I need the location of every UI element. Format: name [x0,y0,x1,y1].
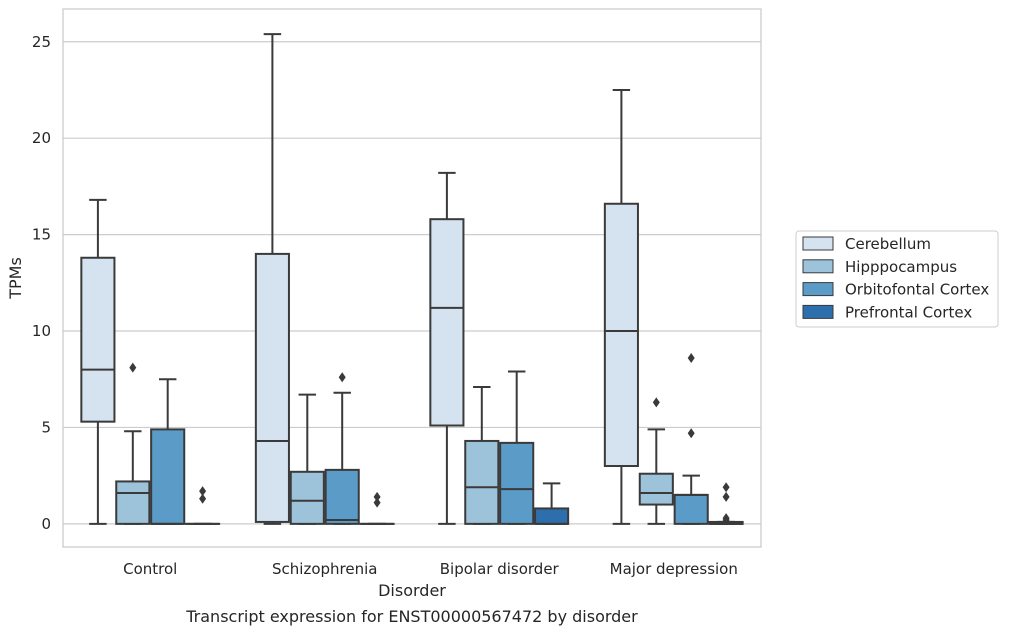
box-body [499,441,535,525]
box-1-0 [254,33,290,525]
outlier-point [652,397,660,408]
box-0-3 [185,486,221,525]
y-tick-label: 20 [32,129,51,147]
box-body [638,472,674,506]
box-0-0 [80,198,116,525]
box-1-3 [359,491,395,525]
box-body [673,493,709,525]
y-axis-ticks: 0 5 10 15 20 25 [32,33,51,533]
box-2-1 [464,385,500,525]
box-2-0 [429,171,465,525]
outlier-point [373,491,381,502]
y-tick-label: 15 [32,226,51,244]
outlier-point [129,362,137,373]
x-tick-label: Major depression [610,560,738,578]
box-2-2 [499,370,535,525]
legend: Cerebellum Hipppocampus Orbitofontal Corte… [795,230,999,328]
box-1-1 [289,393,325,525]
legend-label: Prefrontal Cortex [845,303,972,321]
outlier-point [687,428,695,439]
outlier-point [199,486,207,497]
legend-label: Hipppocampus [845,258,957,276]
legend-frame [795,230,999,328]
outlier-point [338,372,346,383]
box-series-group [80,33,744,526]
box-0-2 [150,378,186,525]
x-tick-label: Schizophrenia [272,560,377,578]
y-axis-label: TPMs [6,257,25,300]
legend-swatch [802,282,834,297]
box-body [150,428,186,525]
box-1-2 [324,372,360,525]
y-tick-label: 0 [41,515,51,533]
box-body [429,218,465,427]
chart-caption: Transcript expression for ENST0000056747… [185,607,638,626]
x-axis-label: Disorder [378,581,446,600]
box-body [254,252,290,523]
box-3-1 [638,397,674,525]
box-body [115,480,151,525]
box-3-2 [673,353,709,525]
box-2-3 [534,482,570,525]
outlier-point [687,353,695,364]
x-tick-label: Bipolar disorder [440,560,560,578]
box-body [534,507,570,525]
outlier-point [722,482,730,493]
legend-swatch [802,259,834,274]
box-body [603,202,639,468]
box-3-3 [708,482,744,526]
legend-swatch [802,304,834,319]
box-body [464,439,500,525]
legend-label: Cerebellum [845,235,931,253]
grid-lines [63,41,761,525]
box-body [289,470,325,525]
outlier-point [722,491,730,502]
outlier-point [722,513,730,524]
y-tick-label: 25 [32,33,51,51]
outlier-point [373,497,381,508]
box-3-0 [603,88,639,525]
plot-frame [62,8,762,548]
legend-swatch [802,236,834,251]
box-body [324,468,360,525]
y-tick-label: 5 [41,418,51,436]
outlier-point [199,493,207,504]
legend-label: Orbitofontal Cortex [845,281,989,299]
box-body [80,256,116,423]
y-tick-label: 10 [32,322,51,340]
x-axis-ticks: Control Schizophrenia Bipolar disorder Majo… [123,560,738,578]
x-tick-label: Control [123,560,177,578]
box-0-1 [115,362,151,525]
